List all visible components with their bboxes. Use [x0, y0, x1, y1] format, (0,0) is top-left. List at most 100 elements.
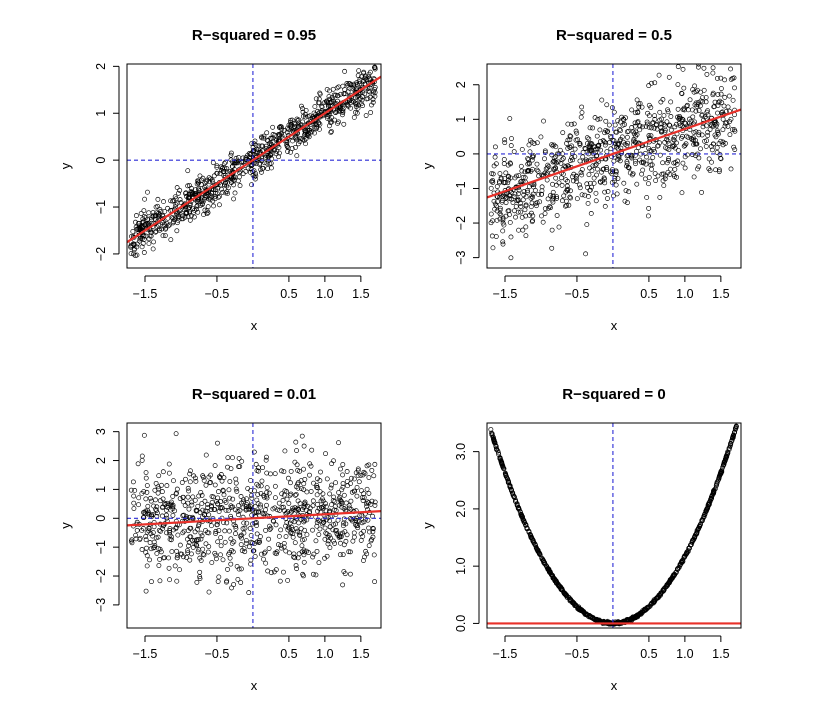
data-point: [148, 498, 154, 504]
data-point: [544, 177, 550, 183]
data-point: [636, 104, 642, 110]
data-point: [687, 545, 692, 551]
data-point: [135, 461, 141, 467]
data-point: [284, 496, 290, 502]
data-point: [307, 505, 313, 511]
data-point: [361, 519, 367, 525]
data-point: [230, 455, 235, 461]
data-point: [173, 202, 179, 208]
data-point: [189, 499, 195, 505]
data-point: [559, 198, 565, 204]
data-point: [283, 523, 288, 529]
data-point: [579, 192, 585, 198]
data-point: [294, 448, 299, 453]
data-point: [695, 64, 701, 70]
data-point: [136, 495, 142, 501]
data-point: [344, 532, 350, 538]
data-point: [600, 138, 606, 143]
plot-frame: [486, 422, 742, 629]
data-point: [359, 74, 364, 80]
data-point: [141, 208, 147, 214]
data-point: [644, 154, 649, 160]
data-point: [681, 85, 687, 91]
data-point: [653, 122, 659, 128]
data-point: [203, 541, 209, 547]
data-point: [598, 139, 603, 144]
data-point: [617, 127, 623, 132]
data-point: [674, 567, 680, 572]
data-point: [668, 127, 674, 133]
data-point: [327, 100, 333, 106]
data-point: [190, 206, 196, 212]
data-point: [340, 472, 346, 478]
data-point: [188, 468, 193, 474]
data-point: [261, 556, 266, 562]
data-point: [311, 480, 316, 486]
data-point: [682, 553, 688, 559]
data-point: [214, 170, 220, 176]
data-point: [635, 120, 640, 126]
data-point: [579, 167, 585, 172]
data-point: [489, 179, 495, 184]
data-point: [334, 85, 340, 91]
data-point: [667, 578, 673, 584]
data-point: [180, 494, 186, 500]
data-point: [497, 211, 503, 217]
data-point: [192, 529, 198, 535]
data-point: [518, 203, 524, 209]
data-point: [655, 173, 661, 179]
data-point: [699, 113, 705, 119]
data-point: [338, 466, 343, 472]
data-point: [534, 167, 540, 173]
data-point: [255, 483, 261, 489]
data-point: [691, 130, 697, 135]
data-point: [639, 104, 645, 110]
data-point: [518, 179, 524, 185]
data-point: [511, 149, 517, 155]
data-point: [720, 49, 724, 53]
data-point: [346, 503, 352, 509]
data-point: [719, 100, 725, 106]
data-point: [180, 530, 186, 536]
data-point: [351, 530, 357, 536]
data-point: [299, 543, 305, 549]
data-point: [170, 493, 176, 499]
data-point: [204, 530, 210, 536]
data-point: [180, 213, 186, 219]
data-point: [340, 108, 346, 114]
data-point: [177, 567, 182, 573]
data-point: [661, 183, 667, 188]
data-point: [530, 213, 536, 219]
data-point: [672, 124, 678, 130]
data-point: [611, 158, 617, 164]
data-point: [294, 462, 300, 468]
data-point: [605, 196, 610, 201]
data-point: [537, 199, 543, 205]
data-point: [662, 176, 668, 182]
data-point: [166, 565, 172, 571]
data-point: [170, 216, 176, 222]
data-point: [276, 500, 282, 506]
data-point: [558, 160, 564, 166]
data-point: [137, 225, 143, 231]
data-point: [575, 137, 580, 142]
data-point: [285, 125, 291, 131]
data-point: [364, 486, 370, 492]
data-point: [551, 155, 557, 161]
y-tick-label: 0.0: [454, 615, 468, 632]
data-point: [188, 534, 194, 540]
data-point: [370, 513, 375, 519]
data-point: [720, 57, 724, 61]
data-point: [629, 615, 635, 621]
data-point: [294, 566, 300, 572]
data-point: [267, 526, 273, 532]
data-point: [288, 529, 294, 535]
data-point: [556, 583, 562, 589]
data-point: [185, 214, 191, 219]
data-point: [490, 178, 496, 183]
data-point: [582, 145, 588, 151]
data-point: [560, 155, 566, 161]
data-point: [328, 485, 334, 491]
data-point: [302, 131, 308, 137]
data-point: [139, 457, 145, 463]
